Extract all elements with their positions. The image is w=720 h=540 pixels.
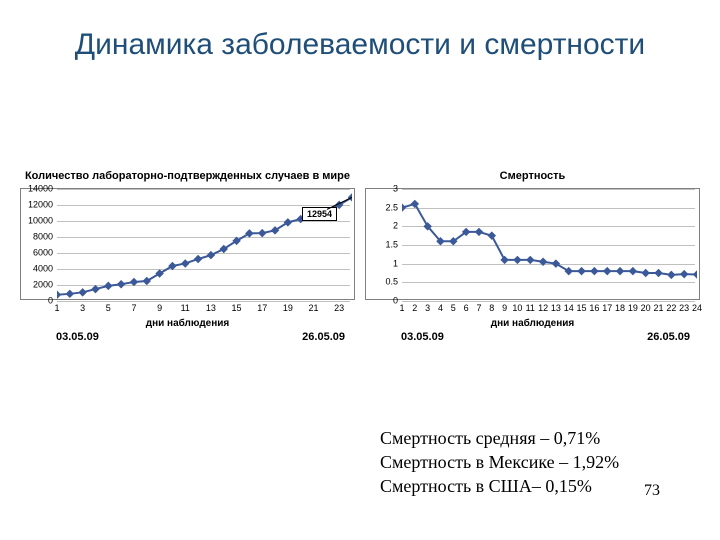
- stat-usa: Смертность в США– 0,15%: [380, 474, 619, 498]
- left-date-end: 26.05.09: [302, 331, 345, 343]
- stat-avg: Смертность средняя – 0,71%: [380, 426, 619, 450]
- slide-title: Динамика заболеваемости и смертности: [0, 28, 720, 62]
- right-date-end: 26.05.09: [647, 331, 690, 343]
- charts-row: Количество лабораторно-подтвержденных сл…: [20, 170, 700, 343]
- page-number: 73: [644, 482, 660, 500]
- right-chart-date-range: 03.05.09 26.05.09: [365, 331, 700, 343]
- left-chart-date-range: 03.05.09 26.05.09: [20, 331, 355, 343]
- right-chart-title: Смертность: [365, 170, 700, 182]
- right-chart-xlabel: дни наблюдения: [365, 318, 700, 329]
- left-chart-callout: 12954: [302, 207, 337, 221]
- left-chart: Количество лабораторно-подтвержденных сл…: [20, 170, 355, 343]
- right-date-start: 03.05.09: [401, 331, 444, 343]
- mortality-stats: Смертность средняя – 0,71% Смертность в …: [380, 426, 619, 498]
- left-chart-plot: 0200040006000800010000120001400013579111…: [20, 188, 355, 300]
- right-chart-plot: 00.511.522.53123456789101112131415161718…: [365, 188, 700, 300]
- stat-mexico: Смертность в Мексике – 1,92%: [380, 450, 619, 474]
- left-date-start: 03.05.09: [56, 331, 99, 343]
- left-chart-xlabel: дни наблюдения: [20, 318, 355, 329]
- right-chart: Смертность 00.511.522.531234567891011121…: [365, 170, 700, 343]
- left-chart-title: Количество лабораторно-подтвержденных сл…: [20, 170, 355, 182]
